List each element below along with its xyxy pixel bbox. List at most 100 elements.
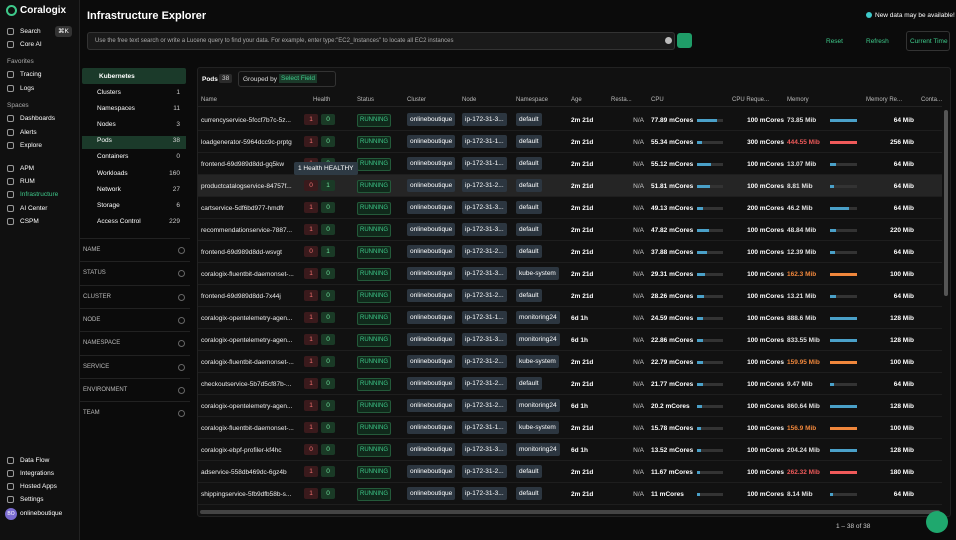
filter-label[interactable]: ENVIRONMENT bbox=[83, 386, 127, 395]
filter-add[interactable] bbox=[178, 364, 185, 371]
resource-item[interactable]: Namespaces bbox=[97, 104, 135, 113]
node-chip[interactable]: ip-172-31-1... bbox=[462, 135, 507, 148]
resource-item[interactable]: Access Control bbox=[97, 217, 141, 226]
namespace-chip[interactable]: default bbox=[516, 465, 542, 478]
nav-item[interactable]: APM bbox=[20, 164, 34, 173]
nav-item[interactable]: Explore bbox=[20, 141, 42, 150]
cluster-chip[interactable]: onlineboutique bbox=[407, 487, 455, 500]
filter-label[interactable]: TEAM bbox=[83, 409, 100, 418]
filter-label[interactable]: STATUS bbox=[83, 269, 106, 278]
cluster-chip[interactable]: onlineboutique bbox=[407, 465, 455, 478]
namespace-chip[interactable]: kube-system bbox=[516, 421, 559, 434]
nav-item[interactable]: RUM bbox=[20, 177, 35, 186]
resource-item[interactable]: Clusters bbox=[97, 88, 121, 97]
refresh-button[interactable]: Refresh bbox=[866, 37, 889, 46]
nav-item[interactable]: Search bbox=[20, 27, 41, 36]
namespace-chip[interactable]: default bbox=[516, 201, 542, 214]
cluster-chip[interactable]: onlineboutique bbox=[407, 311, 455, 324]
column-header[interactable]: Memory bbox=[787, 96, 809, 105]
node-chip[interactable]: ip-172-31-3... bbox=[462, 113, 507, 126]
cluster-chip[interactable]: onlineboutique bbox=[407, 245, 455, 258]
filter-label[interactable]: NODE bbox=[83, 316, 100, 325]
cluster-chip[interactable]: onlineboutique bbox=[407, 399, 455, 412]
node-chip[interactable]: ip-172-31-2... bbox=[462, 377, 507, 390]
namespace-chip[interactable]: default bbox=[516, 377, 542, 390]
column-header[interactable]: CPU Reque... bbox=[732, 96, 769, 105]
cluster-chip[interactable]: onlineboutique bbox=[407, 157, 455, 170]
namespace-chip[interactable]: default bbox=[516, 157, 542, 170]
filter-add[interactable] bbox=[178, 387, 185, 394]
cluster-chip[interactable]: onlineboutique bbox=[407, 267, 455, 280]
cluster-chip[interactable]: onlineboutique bbox=[407, 377, 455, 390]
namespace-chip[interactable]: monitoring24 bbox=[516, 311, 560, 324]
column-header[interactable]: CPU bbox=[651, 96, 664, 105]
column-header[interactable]: Conta... bbox=[921, 96, 942, 105]
node-chip[interactable]: ip-172-31-3... bbox=[462, 267, 507, 280]
filter-add[interactable] bbox=[178, 340, 185, 347]
cluster-chip[interactable]: onlineboutique bbox=[407, 113, 455, 126]
nav-item[interactable]: Logs bbox=[20, 84, 34, 93]
resource-item[interactable]: Workloads bbox=[97, 169, 128, 178]
node-chip[interactable]: ip-172-31-1... bbox=[462, 157, 507, 170]
column-header[interactable]: Health bbox=[313, 96, 330, 105]
cluster-chip[interactable]: onlineboutique bbox=[407, 443, 455, 456]
resource-item[interactable]: Storage bbox=[97, 201, 120, 210]
namespace-chip[interactable]: default bbox=[516, 289, 542, 302]
search-button[interactable] bbox=[677, 33, 692, 48]
filter-label[interactable]: NAMESPACE bbox=[83, 339, 120, 348]
cluster-chip[interactable]: onlineboutique bbox=[407, 201, 455, 214]
namespace-chip[interactable]: kube-system bbox=[516, 355, 559, 368]
filter-label[interactable]: NAME bbox=[83, 246, 100, 255]
namespace-chip[interactable]: monitoring24 bbox=[516, 443, 560, 456]
node-chip[interactable]: ip-172-31-2... bbox=[462, 179, 507, 192]
namespace-chip[interactable]: monitoring24 bbox=[516, 333, 560, 346]
node-chip[interactable]: ip-172-31-1... bbox=[462, 311, 507, 324]
node-chip[interactable]: ip-172-31-3... bbox=[462, 333, 507, 346]
column-header[interactable]: Memory Re... bbox=[866, 96, 902, 105]
reset-button[interactable]: Reset bbox=[826, 37, 843, 46]
namespace-chip[interactable]: kube-system bbox=[516, 267, 559, 280]
search-placeholder[interactable]: Use the free text search or write a Luce… bbox=[95, 37, 453, 46]
cluster-chip[interactable]: onlineboutique bbox=[407, 355, 455, 368]
nav-item[interactable]: Dashboards bbox=[20, 114, 55, 123]
filter-add[interactable] bbox=[178, 317, 185, 324]
clear-button[interactable] bbox=[665, 37, 672, 44]
node-chip[interactable]: ip-172-31-2... bbox=[462, 245, 507, 258]
cluster-chip[interactable]: onlineboutique bbox=[407, 135, 455, 148]
nav-item[interactable]: Infrastructure bbox=[20, 190, 58, 199]
column-header[interactable]: Status bbox=[357, 96, 374, 105]
namespace-chip[interactable]: default bbox=[516, 179, 542, 192]
node-chip[interactable]: ip-172-31-2... bbox=[462, 289, 507, 302]
nav-item[interactable]: Hosted Apps bbox=[20, 482, 57, 491]
filter-add[interactable] bbox=[178, 410, 185, 417]
namespace-chip[interactable]: default bbox=[516, 223, 542, 236]
column-header[interactable]: Node bbox=[462, 96, 476, 105]
nav-item[interactable]: AI Center bbox=[20, 204, 47, 213]
column-header[interactable]: Namespace bbox=[516, 96, 548, 105]
column-header[interactable]: Name bbox=[201, 96, 217, 105]
node-chip[interactable]: ip-172-31-3... bbox=[462, 223, 507, 236]
column-header[interactable]: Cluster bbox=[407, 96, 426, 105]
namespace-chip[interactable]: monitoring24 bbox=[516, 399, 560, 412]
resource-item[interactable]: Network bbox=[97, 185, 121, 194]
node-chip[interactable]: ip-172-31-2... bbox=[462, 465, 507, 478]
namespace-chip[interactable]: default bbox=[516, 245, 542, 258]
node-chip[interactable]: ip-172-31-2... bbox=[462, 399, 507, 412]
nav-item[interactable]: Tracing bbox=[20, 70, 41, 79]
nav-item[interactable]: CSPM bbox=[20, 217, 39, 226]
nav-item[interactable]: Data Flow bbox=[20, 456, 49, 465]
node-chip[interactable]: ip-172-31-3... bbox=[462, 443, 507, 456]
cluster-chip[interactable]: onlineboutique bbox=[407, 179, 455, 192]
node-chip[interactable]: ip-172-31-1... bbox=[462, 421, 507, 434]
cluster-chip[interactable]: onlineboutique bbox=[407, 333, 455, 346]
nav-item[interactable]: Alerts bbox=[20, 128, 37, 137]
node-chip[interactable]: ip-172-31-2... bbox=[462, 355, 507, 368]
column-header[interactable]: Age bbox=[571, 96, 582, 105]
namespace-chip[interactable]: default bbox=[516, 135, 542, 148]
user-name[interactable]: onlineboutique bbox=[20, 509, 62, 518]
filter-label[interactable]: CLUSTER bbox=[83, 293, 111, 302]
resource-item[interactable]: Pods bbox=[97, 136, 112, 145]
nav-item[interactable]: Core AI bbox=[20, 40, 42, 49]
column-header[interactable]: Resta... bbox=[611, 96, 632, 105]
namespace-chip[interactable]: default bbox=[516, 113, 542, 126]
